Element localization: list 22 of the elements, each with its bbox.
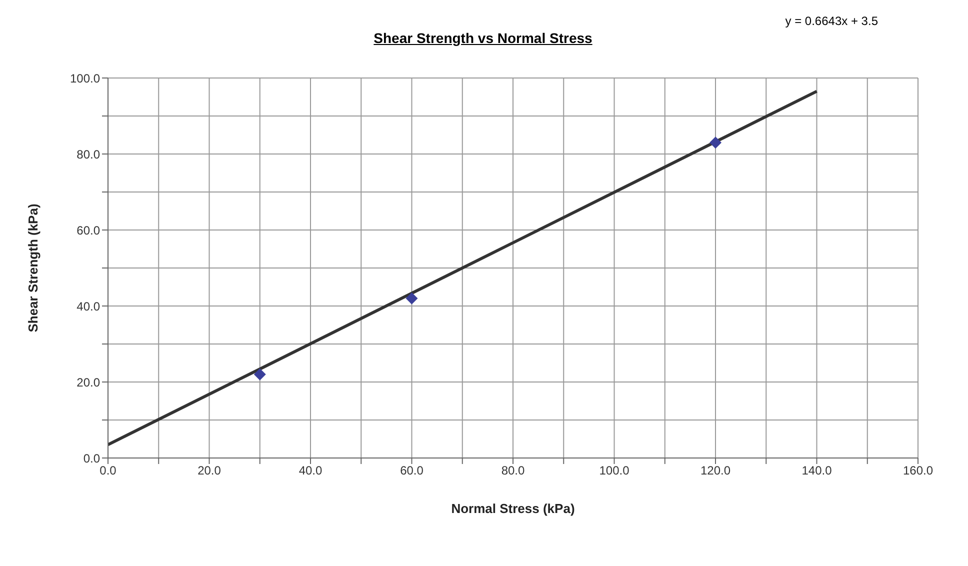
x-tick-label: 0.0 [100,464,117,478]
text: y = 0.6643x + 3.5 [785,14,878,28]
x-axis-title: Normal Stress (kPa) [451,501,575,516]
y-tick-label: 100.0 [70,71,100,86]
x-tick-label: 80.0 [501,464,525,478]
x-tick-label: 60.0 [400,464,424,478]
x-tick-label: 20.0 [198,464,222,478]
x-tick-label: 40.0 [298,464,322,478]
y-tick-label: 40.0 [76,299,100,314]
y-tick-label: 60.0 [76,223,100,238]
chart-title: Shear Strength vs Normal Stress [372,30,594,46]
x-tick-label: 140.0 [802,464,832,478]
x-tick-label: 160.0 [902,464,934,478]
x-tick-label: 100.0 [599,464,630,478]
point [406,292,418,304]
y-tick-label: 20.0 [76,375,100,390]
x-tick-label: 120.0 [700,464,731,478]
point [254,368,266,380]
y-tick-label: 80.0 [76,147,100,162]
point [710,136,722,149]
y-tick-label: 0.0 [83,451,100,466]
y-axis-title: Shear Strength (kPa) [26,204,41,332]
